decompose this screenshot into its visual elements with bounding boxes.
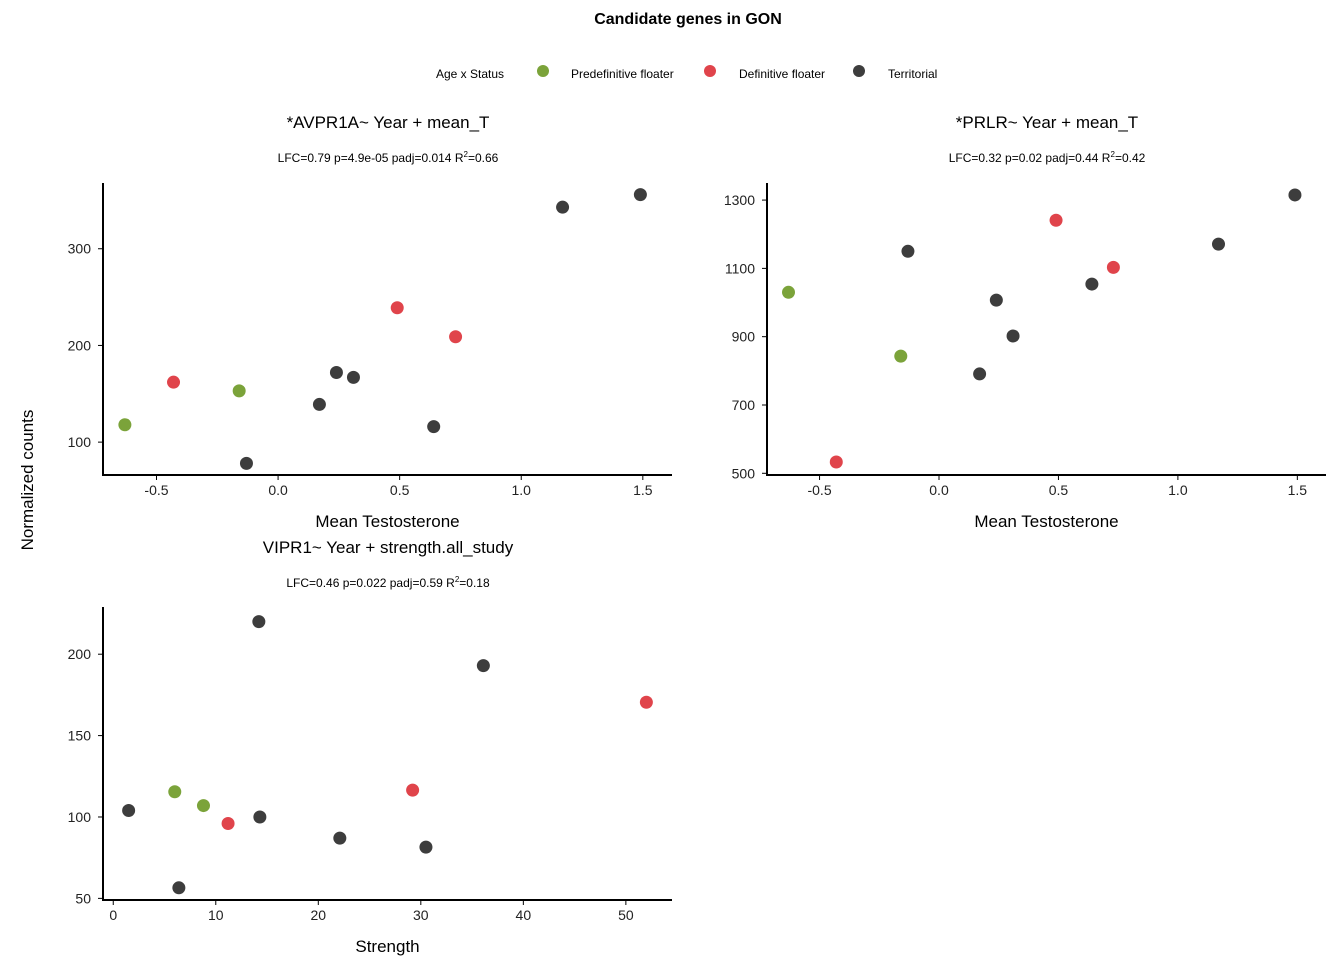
vipr1-x-tick-label: 10 <box>208 907 224 923</box>
prlr-x-tick-label: -0.5 <box>807 482 831 498</box>
prlr-point-territorial <box>1085 277 1099 291</box>
vipr1-x-tick-label: 20 <box>311 907 327 923</box>
prlr-y-tick-label: 1300 <box>724 192 755 208</box>
prlr-point-predefinitive-floater <box>894 349 908 363</box>
vipr1-y-tick-label: 100 <box>68 809 92 825</box>
avpr1a-point-definitive-floater <box>449 330 463 344</box>
avpr1a-y-tick-label: 200 <box>68 337 92 353</box>
prlr-point-territorial <box>1288 188 1302 202</box>
prlr-point-territorial <box>1212 237 1225 251</box>
avpr1a-point-territorial <box>633 188 647 202</box>
avpr1a-x-tick-label: 1.0 <box>512 482 532 498</box>
avpr1a-point-predefinitive-floater <box>232 384 246 398</box>
vipr1-point-predefinitive-floater <box>196 799 210 813</box>
vipr1-x-tick-label: 50 <box>618 907 634 923</box>
vipr1-point-territorial <box>419 840 433 854</box>
prlr-x-tick-label: 1.5 <box>1288 482 1308 498</box>
avpr1a-x-axis-label: Mean Testosterone <box>315 512 459 531</box>
prlr-point-definitive-floater <box>1106 260 1120 274</box>
legend-label-predefinitive: Predefinitive floater <box>571 67 674 81</box>
panel-vipr1-plot: 0 10 20 30 40 50 50 100 150 200 Strength <box>68 607 672 956</box>
avpr1a-point-territorial <box>239 456 253 470</box>
panel-avpr1a-plot: -0.5 0.0 0.5 1.0 1.5 100 200 300 Mean Testostero… <box>68 183 672 531</box>
avpr1a-x-tick-label: 0.5 <box>390 482 410 498</box>
avpr1a-point-territorial <box>312 397 326 411</box>
vipr1-x-axis-label: Strength <box>355 937 419 956</box>
prlr-x-axis-label: Mean Testosterone <box>974 512 1118 531</box>
vipr1-point-territorial <box>333 831 347 845</box>
vipr1-y-tick-label: 150 <box>68 728 92 744</box>
legend-marker-territorial <box>853 65 865 77</box>
avpr1a-point-definitive-floater <box>390 301 404 315</box>
avpr1a-point-territorial <box>427 420 441 434</box>
avpr1a-y-tick-label: 300 <box>68 241 92 257</box>
legend-label-territorial: Territorial <box>888 67 937 81</box>
avpr1a-point-territorial <box>329 366 343 380</box>
legend-marker-predefinitive <box>537 65 549 77</box>
vipr1-point-definitive-floater <box>406 783 420 797</box>
legend-title: Age x Status <box>436 67 504 81</box>
vipr1-x-tick-label: 40 <box>516 907 532 923</box>
avpr1a-point-predefinitive-floater <box>118 418 132 432</box>
vipr1-point-definitive-floater <box>639 695 653 709</box>
panel-vipr1-subtitle: LFC=0.46 p=0.022 padj=0.59 R2=0.18 <box>286 575 490 590</box>
prlr-y-tick-label: 1100 <box>725 260 755 276</box>
legend: Age x Status Predefinitive floater Defin… <box>436 65 937 81</box>
avpr1a-point-territorial <box>346 370 360 384</box>
panel-prlr-subtitle: LFC=0.32 p=0.02 padj=0.44 R2=0.42 <box>949 150 1146 165</box>
prlr-point-predefinitive-floater <box>782 285 795 299</box>
prlr-point-definitive-floater <box>1049 213 1063 227</box>
prlr-y-tick-label: 500 <box>732 465 756 481</box>
panel-prlr: *PRLR~ Year + mean_T LFC=0.32 p=0.02 pad… <box>724 113 1326 531</box>
panel-vipr1-title: VIPR1~ Year + strength.all_study <box>263 538 514 557</box>
avpr1a-y-tick-label: 100 <box>68 434 92 450</box>
panel-vipr1: VIPR1~ Year + strength.all_study LFC=0.4… <box>68 538 672 956</box>
panel-avpr1a: *AVPR1A~ Year + mean_T LFC=0.79 p=4.9e-0… <box>68 113 672 531</box>
prlr-point-territorial <box>1006 329 1020 343</box>
vipr1-point-definitive-floater <box>221 816 235 830</box>
vipr1-point-territorial <box>476 659 490 673</box>
vipr1-point-predefinitive-floater <box>168 785 182 799</box>
avpr1a-x-tick-label: -0.5 <box>144 482 168 498</box>
prlr-point-territorial <box>989 293 1003 307</box>
panel-avpr1a-subtitle: LFC=0.79 p=4.9e-05 padj=0.014 R2=0.66 <box>278 150 499 165</box>
panel-prlr-title: *PRLR~ Year + mean_T <box>956 113 1138 132</box>
vipr1-point-territorial <box>253 810 267 824</box>
panel-prlr-plot: -0.5 0.0 0.5 1.0 1.5 500 700 900 1100 1300 Mean Te… <box>724 183 1326 531</box>
prlr-y-tick-label: 900 <box>732 329 756 345</box>
avpr1a-x-tick-label: 1.5 <box>633 482 653 498</box>
vipr1-point-territorial <box>172 881 186 895</box>
vipr1-point-territorial <box>252 615 266 629</box>
avpr1a-point-territorial <box>556 200 570 214</box>
legend-marker-definitive <box>704 65 716 77</box>
prlr-point-territorial <box>973 367 987 381</box>
prlr-point-territorial <box>901 244 915 258</box>
vipr1-x-tick-label: 0 <box>109 907 117 923</box>
prlr-y-tick-label: 700 <box>732 397 756 413</box>
prlr-point-definitive-floater <box>829 455 843 469</box>
vipr1-x-tick-label: 30 <box>413 907 429 923</box>
legend-label-definitive: Definitive floater <box>739 67 825 81</box>
shared-y-axis-label: Normalized counts <box>18 410 37 551</box>
prlr-x-tick-label: 0.5 <box>1049 482 1069 498</box>
avpr1a-point-definitive-floater <box>167 375 181 389</box>
vipr1-y-tick-label: 50 <box>75 890 91 906</box>
vipr1-point-territorial <box>122 803 136 817</box>
prlr-x-tick-label: 0.0 <box>929 482 949 498</box>
panel-avpr1a-title: *AVPR1A~ Year + mean_T <box>287 113 490 132</box>
vipr1-y-tick-label: 200 <box>68 646 92 662</box>
prlr-x-tick-label: 1.0 <box>1168 482 1188 498</box>
figure-title: Candidate genes in GON <box>594 11 782 28</box>
avpr1a-x-tick-label: 0.0 <box>268 482 288 498</box>
